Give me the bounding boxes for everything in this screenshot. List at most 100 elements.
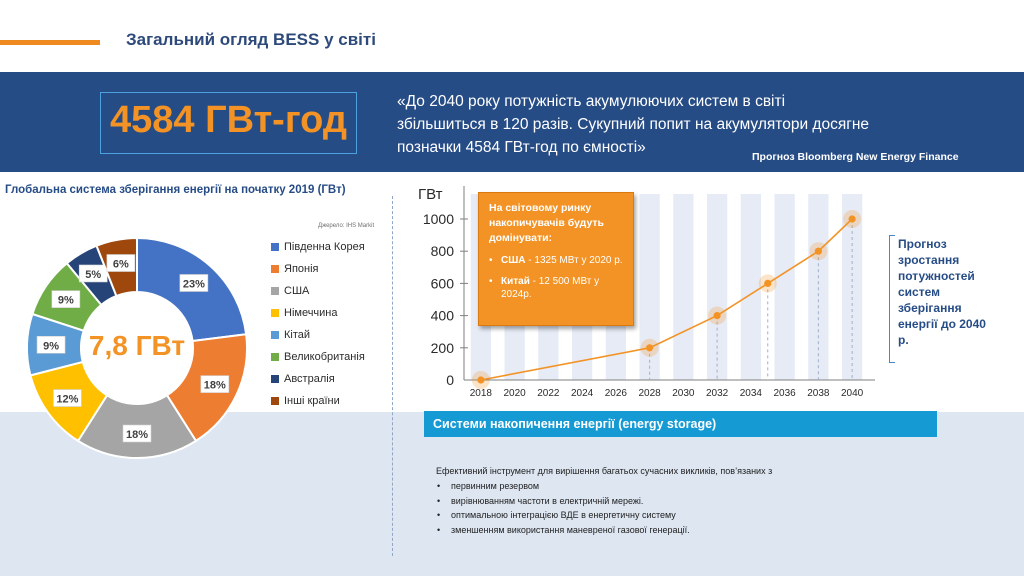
x-tick-label: 2020: [504, 388, 527, 399]
headline-stat: 4584 ГВт-год: [110, 99, 347, 141]
x-tick-label: 2022: [537, 388, 560, 399]
column-band: [808, 194, 829, 380]
y-axis-unit: ГВт: [418, 186, 443, 203]
storage-heading: Системи накопичення енергії (energy stor…: [424, 411, 937, 437]
column-band: [707, 194, 728, 380]
legend-label: Інші країни: [284, 395, 340, 407]
x-tick-label: 2026: [605, 388, 628, 399]
legend-swatch: [271, 331, 279, 339]
page-title: Загальний огляд BESS у світі: [126, 30, 376, 49]
y-tick-label: 800: [431, 243, 455, 259]
legend-label: Кітай: [284, 329, 311, 341]
legend-item: Японія: [271, 258, 365, 280]
x-tick-label: 2018: [470, 388, 493, 399]
column-band: [673, 194, 694, 380]
legend-panel: [263, 231, 375, 405]
legend-swatch: [271, 397, 279, 405]
x-tick-label: 2030: [672, 388, 695, 399]
data-point: [646, 344, 654, 352]
legend-item: Південна Корея: [271, 236, 365, 258]
donut-legend: Південна Корея Японія США Німеччина Кітай Вел…: [271, 236, 365, 412]
column-band: [774, 194, 795, 380]
slice-label-box: [36, 335, 66, 354]
legend-item: Кітай: [271, 324, 365, 346]
data-point: [814, 247, 822, 255]
legend-item: США: [271, 280, 365, 302]
y-tick-label: 0: [446, 372, 454, 388]
title-accent-bar: [0, 40, 100, 45]
callout-value: - 12 500 МВт у 2024р.: [501, 276, 600, 300]
legend-swatch: [271, 265, 279, 273]
slice-label-box: [200, 375, 230, 393]
donut-chart-title: Глобальна система зберігання енергії на …: [5, 184, 346, 196]
forecast-quote: «До 2040 року потужність акумулюючих сис…: [397, 93, 870, 156]
data-point: [713, 312, 721, 320]
callout-list: США - 1325 МВт у 2020 р. Китай - 12 500 …: [489, 254, 623, 301]
legend-label: Австралія: [284, 373, 335, 385]
x-tick-label: 2024: [571, 388, 594, 399]
capacity-line-chart: 0 200 400 600 800 1000 2018 2020 2022 2024 2026 202…: [423, 186, 875, 399]
list-item: зменшенням використання маневреної газов…: [436, 523, 772, 538]
callout-value: - 1325 МВт у 2020 р.: [525, 255, 623, 266]
y-tick-label: 200: [431, 340, 455, 356]
slice-label: 5%: [85, 269, 101, 281]
series-line: [480, 218, 853, 381]
slice-label: 18%: [204, 380, 226, 392]
callout-country: США: [501, 255, 526, 266]
y-tick-label: 1000: [423, 211, 454, 227]
storage-intro: Ефективний інструмент для вирішення бага…: [436, 466, 773, 476]
slice-label: 9%: [43, 340, 59, 352]
x-tick-label: 2028: [639, 388, 662, 399]
y-tick-label: 600: [431, 275, 455, 291]
market-callout: На світовому ринку накопичувачів будуть …: [478, 192, 634, 326]
legend-item: Великобританія: [271, 346, 365, 368]
slice-label: 6%: [113, 259, 129, 271]
y-tick-label: 400: [431, 308, 455, 324]
slice-label-box: [53, 389, 82, 407]
list-item: вирівнюванням частоти в електричній мере…: [436, 494, 772, 509]
legend-swatch: [271, 353, 279, 361]
storage-benefits-list: первинним резервом вирівнюванням частоти…: [436, 479, 772, 537]
callout-item-china: Китай - 12 500 МВт у 2024р.: [489, 275, 623, 301]
legend-label: США: [284, 285, 310, 297]
donut-total: 7,8 ГВт: [88, 330, 186, 361]
quote-source: Прогноз Bloomberg New Energy Finance: [752, 151, 959, 163]
forecast-note: Прогноз зростання потужностей систем збе…: [898, 237, 986, 347]
legend-item: Інші країни: [271, 390, 365, 412]
list-item: оптимальною інтеграцією ВДЕ в енергетичн…: [436, 508, 772, 523]
legend-label: Великобританія: [284, 351, 365, 363]
section-divider: [392, 196, 393, 556]
x-tick-label: 2038: [807, 388, 830, 399]
legend-swatch: [271, 287, 279, 295]
column-band: [740, 194, 761, 380]
slice-label: 9%: [58, 295, 74, 307]
data-point: [848, 215, 856, 223]
slice-label: 12%: [56, 394, 78, 406]
storage-description: Ефективний інструмент для вирішення бага…: [436, 464, 772, 537]
legend-swatch: [271, 309, 279, 317]
legend-swatch: [271, 375, 279, 383]
data-point: [764, 279, 772, 287]
slice-label-box: [179, 274, 209, 292]
header-banner: [0, 72, 1024, 172]
callout-title: На світовому ринку накопичувачів будуть …: [489, 202, 605, 244]
legend-label: Німеччина: [284, 307, 338, 319]
legend-item: Австралія: [271, 368, 365, 390]
slice-label-box: [106, 254, 136, 272]
donut-source: Джерело: IHS Markit: [318, 223, 375, 229]
legend-label: Японія: [284, 263, 319, 275]
slice-label-box: [122, 424, 152, 443]
x-tick-label: 2040: [841, 388, 864, 399]
legend-label: Південна Корея: [284, 241, 365, 253]
legend-item: Німеччина: [271, 302, 365, 324]
callout-item-usa: США - 1325 МВт у 2020 р.: [489, 254, 623, 267]
legend-swatch: [271, 243, 279, 251]
x-tick-label: 2036: [774, 388, 797, 399]
callout-country: Китай: [501, 276, 530, 287]
slice-label: 23%: [183, 278, 205, 290]
list-item: первинним резервом: [436, 479, 772, 494]
data-point: [477, 376, 485, 384]
donut-chart: 23% 18% 18% 12% 9% 9% 5% 6%: [26, 236, 248, 459]
headline-stat-box: 4584 ГВт-год: [100, 92, 357, 154]
column-band: [639, 194, 660, 380]
